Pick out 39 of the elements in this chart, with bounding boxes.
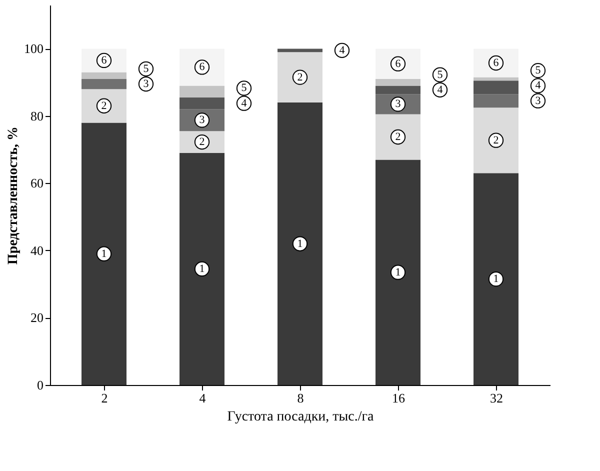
series-label: 1 — [101, 248, 107, 260]
text: 3 — [143, 78, 149, 90]
text: 1 — [297, 238, 303, 250]
x-tick-label: 8 — [297, 390, 304, 406]
y-tick-label: 100 — [24, 41, 44, 56]
text: 1 — [199, 262, 205, 275]
text: 5 — [241, 82, 247, 94]
y-tick-label: 60 — [30, 176, 44, 191]
x-tick-label: 2 — [101, 390, 108, 406]
category-label: 4 — [437, 84, 443, 96]
text: 6 — [199, 61, 205, 74]
y-tick-label: 0 — [37, 378, 44, 392]
text: 1 — [395, 266, 401, 278]
y-axis-title: Представленность, % — [6, 126, 21, 265]
text: 6 — [493, 57, 499, 70]
text: 3 — [535, 94, 541, 107]
x-axis-title: Густота посадки, тыс./га — [227, 410, 375, 424]
category-label: 2 — [395, 130, 401, 143]
x-tick-label: 16 — [392, 390, 406, 406]
x-tick-label: 4 — [199, 390, 206, 406]
text: 2 — [101, 100, 107, 112]
series-label: 4 — [241, 97, 248, 110]
category-label: 2 — [297, 71, 303, 84]
y-tick-label: 20 — [30, 310, 44, 326]
text: 6 — [395, 58, 401, 70]
text: 5 — [437, 68, 443, 81]
series-label: 5 — [143, 62, 150, 75]
series-label: 6 — [101, 54, 108, 66]
category-label: 4 — [339, 44, 345, 56]
series-label: 3 — [395, 98, 402, 110]
category-label: 2 — [493, 134, 499, 146]
x-tick-label: 32 — [490, 390, 503, 406]
text: 5 — [535, 64, 541, 77]
category-label: 4 — [535, 80, 541, 92]
series-label: 2 — [199, 136, 205, 148]
y-tick-label: 40 — [30, 242, 44, 258]
text: 3 — [199, 114, 205, 126]
y-tick-label: 80 — [30, 108, 44, 124]
text: 1 — [493, 273, 499, 286]
